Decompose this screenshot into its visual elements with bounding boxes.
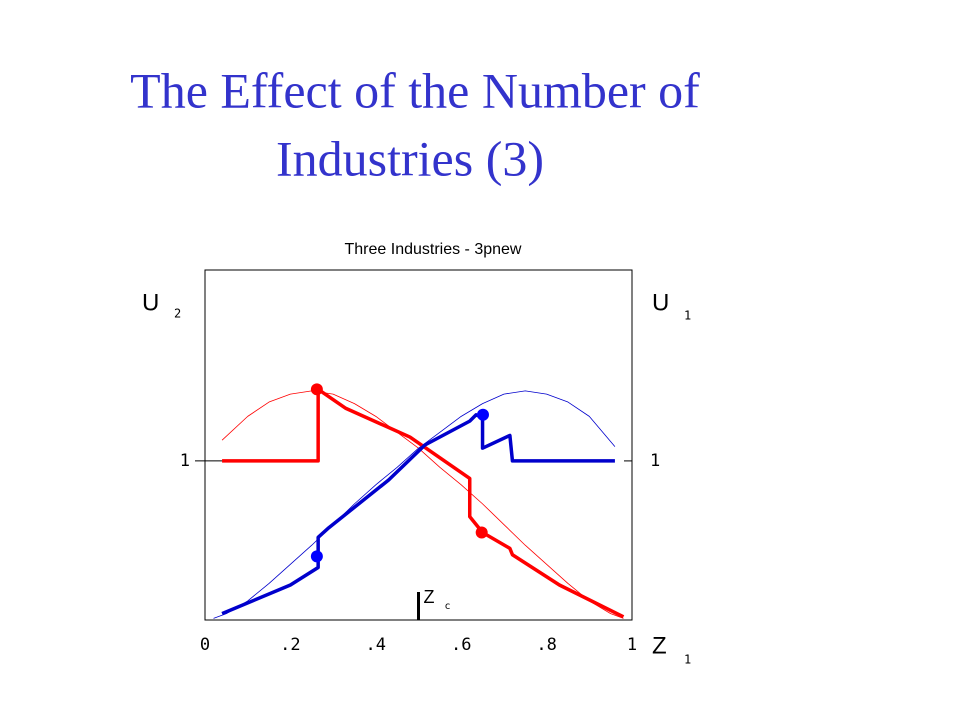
x-label-sub: 1 <box>684 653 691 667</box>
slide-title: Industries (3) <box>276 130 544 186</box>
x-tick-label: .6 <box>451 635 471 655</box>
point <box>310 550 323 563</box>
line-series <box>221 390 624 619</box>
y-label-right-sub: 1 <box>684 309 691 323</box>
x-tick-label: 0 <box>200 635 210 655</box>
x-tick-label: .8 <box>536 635 556 655</box>
y-label-left-sub: 2 <box>174 307 181 321</box>
zc-label-sub: c <box>445 601 451 612</box>
x-tick-label: .4 <box>366 635 386 655</box>
slide-title: The Effect of the Number of <box>130 62 700 118</box>
x-label: Z <box>652 632 667 659</box>
point <box>476 408 489 421</box>
point <box>310 383 323 396</box>
y-label-right: U <box>652 289 669 316</box>
line-series <box>222 387 625 619</box>
x-tick-label: 1 <box>627 635 637 655</box>
y-label-left: U <box>142 289 159 316</box>
zc-label: Z <box>424 587 435 607</box>
point <box>475 526 488 539</box>
x-tick-label: .2 <box>280 635 300 655</box>
line-series <box>221 413 615 616</box>
line-series <box>213 390 616 619</box>
y-tick-label: 1 <box>650 451 660 471</box>
chart-title: Three Industries - 3pnew <box>345 241 522 258</box>
y-tick-label: 1 <box>180 451 190 471</box>
